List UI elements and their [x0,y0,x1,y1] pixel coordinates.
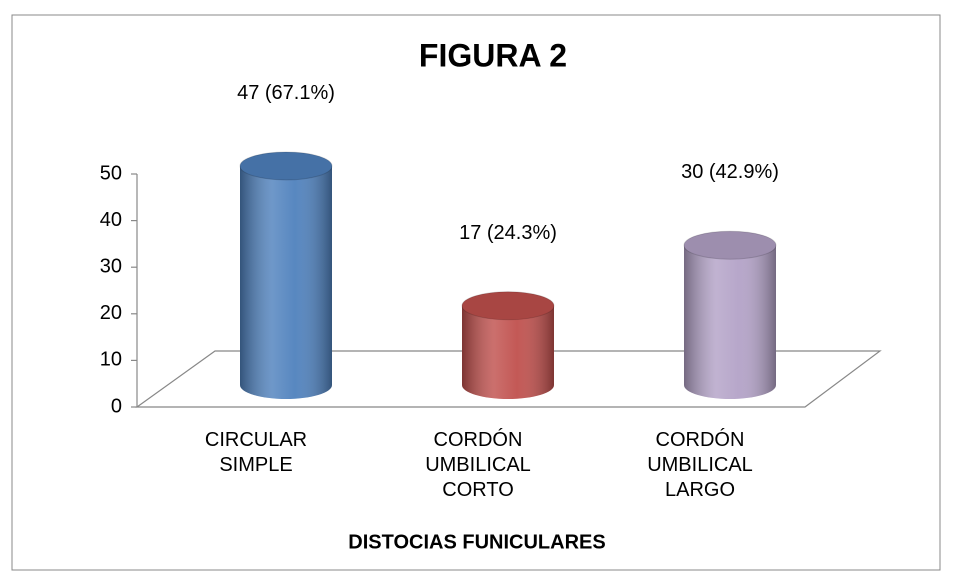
value-label: 47 (67.1%) [237,81,335,104]
x-tick-label: CORDÓN UMBILICAL CORTO [425,429,531,501]
bar-top-shade [462,291,554,320]
bar-top [461,291,555,321]
bar-top-shade [684,231,776,260]
bar-top-shade [240,151,332,180]
y-tick-label: 50 [100,162,122,184]
bar-shade [240,165,332,399]
bar-shade [684,245,776,399]
x-tick-label: CIRCULAR SIMPLE [204,429,308,476]
x-tick-label: CORDÓN UMBILICAL LARGO [647,429,753,501]
value-label: 17 (24.3%) [459,221,557,244]
bar-top [683,230,777,260]
y-tick-label: 10 [100,349,122,371]
y-tick-label: 0 [111,395,122,417]
y-tick-label: 20 [100,302,122,324]
floor [135,350,882,408]
x-axis-title: DISTOCIAS FUNICULARES [348,531,605,553]
bar-shade [462,305,554,399]
bar-top [239,151,333,181]
y-tick-label: 30 [100,255,122,277]
value-label: 30 (42.9%) [681,161,779,184]
chart-title: FIGURA 2 [419,37,567,73]
y-tick-label: 40 [100,209,122,231]
frame [11,14,941,571]
